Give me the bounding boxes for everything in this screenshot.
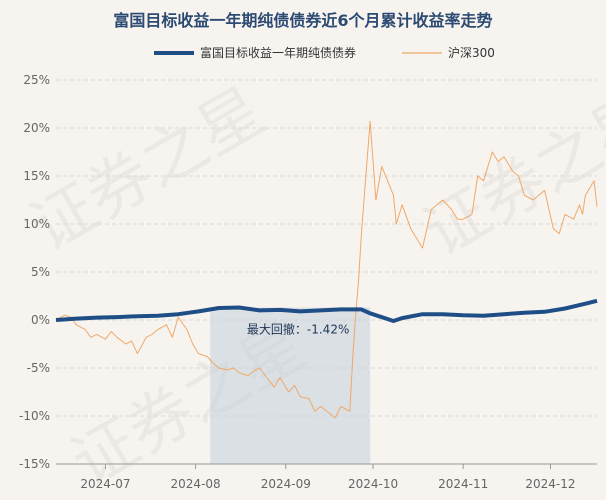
series-line-fund <box>55 298 598 323</box>
watermark-text-3: 证券之星 <box>412 79 606 271</box>
drawdown-shade <box>210 307 371 464</box>
series-lines <box>55 120 598 419</box>
y-tick-label: 5% <box>31 265 50 279</box>
y-tick-label: -5% <box>27 361 50 375</box>
y-tick-label: 20% <box>23 121 50 135</box>
drawdown-region <box>210 307 371 464</box>
x-axis: 2024-07 2024-08 2024-09 2024-10 2024-11 2024-… <box>56 463 597 491</box>
y-tick-label: -10% <box>19 409 50 423</box>
x-tick-label: 2024-10 <box>348 477 398 491</box>
legend: 富国目标收益一年期纯债债券 沪深300 <box>154 45 495 60</box>
x-tick-label: 2024-11 <box>438 477 488 491</box>
x-tick-label: 2024-09 <box>261 477 311 491</box>
x-tick-label: 2024-12 <box>525 477 575 491</box>
y-tick-label: 15% <box>23 169 50 183</box>
drawdown-annotation: 最大回撤：-1.42% <box>247 321 349 336</box>
y-tick-label: 0% <box>31 313 50 327</box>
chart-title: 富国目标收益一年期纯债债券近6个月累计收益率走势 <box>113 11 492 30</box>
x-tick-label: 2024-08 <box>171 477 221 491</box>
legend-label-hs300: 沪深300 <box>448 46 495 60</box>
series-line-hs300 <box>55 120 598 419</box>
drawdown-label: 最大回撤：-1.42% <box>247 321 349 336</box>
y-tick-label: 25% <box>23 73 50 87</box>
x-tick-label: 2024-07 <box>80 477 130 491</box>
y-tick-label: -15% <box>19 457 50 471</box>
y-axis: -15% -10% -5% 0% 5% 10% 15% 20% 25% <box>19 73 50 471</box>
watermark-text-1: 证券之星 <box>18 74 277 266</box>
legend-label-fund: 富国目标收益一年期纯债债券 <box>200 45 356 60</box>
y-tick-label: 10% <box>23 217 50 231</box>
